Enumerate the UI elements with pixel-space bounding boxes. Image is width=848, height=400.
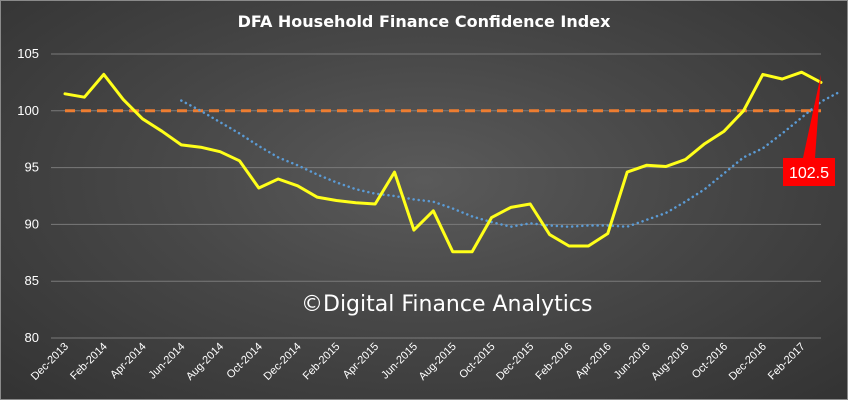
x-tick-label: Jun-2015 <box>379 341 420 382</box>
x-axis-ticks: Dec-2013Feb-2014Apr-2014Jun-2014Aug-2014… <box>29 341 808 383</box>
x-tick-label: Feb-2015 <box>301 341 343 383</box>
series-lines <box>63 70 842 254</box>
x-tick-label: Apr-2015 <box>341 341 381 381</box>
x-tick-label: Feb-2014 <box>68 341 110 383</box>
trend-line-series <box>180 90 842 228</box>
x-tick-label: Feb-2016 <box>533 341 575 383</box>
x-tick-label: Aug-2016 <box>649 341 691 383</box>
y-tick-label: 100 <box>17 103 39 118</box>
x-tick-label: Dec-2016 <box>727 341 769 383</box>
callout-box <box>783 158 835 186</box>
x-tick-label: Aug-2014 <box>184 341 226 383</box>
watermark-text: ©Digital Finance Analytics <box>301 292 592 317</box>
x-tick-label: Dec-2015 <box>494 341 536 383</box>
index-line-series <box>63 70 823 254</box>
y-tick-label: 80 <box>25 330 39 345</box>
y-tick-label: 95 <box>25 160 39 175</box>
callout-value-label: 102.5 <box>789 165 829 182</box>
y-axis-ticks: 80 85 90 95 100 105 <box>17 46 39 345</box>
y-tick-label: 85 <box>25 273 39 288</box>
x-tick-label: Aug-2015 <box>417 341 459 383</box>
x-tick-label: Jun-2014 <box>147 341 188 382</box>
x-tick-label: Dec-2014 <box>262 341 304 383</box>
y-tick-label: 90 <box>25 216 39 231</box>
callout-pointer <box>803 74 821 158</box>
value-callout: 102.5 <box>783 74 835 186</box>
chart-title: DFA Household Finance Confidence Index <box>238 12 612 31</box>
y-tick-label: 105 <box>17 46 39 61</box>
x-tick-label: Oct-2016 <box>690 341 730 381</box>
x-tick-label: Apr-2014 <box>108 341 148 381</box>
x-tick-label: Oct-2015 <box>457 341 497 381</box>
x-tick-label: Apr-2016 <box>573 341 613 381</box>
x-tick-label: Feb-2017 <box>766 341 808 383</box>
x-tick-label: Oct-2014 <box>224 341 264 381</box>
x-tick-label: Jun-2016 <box>612 341 653 382</box>
x-tick-label: Dec-2013 <box>29 341 71 383</box>
